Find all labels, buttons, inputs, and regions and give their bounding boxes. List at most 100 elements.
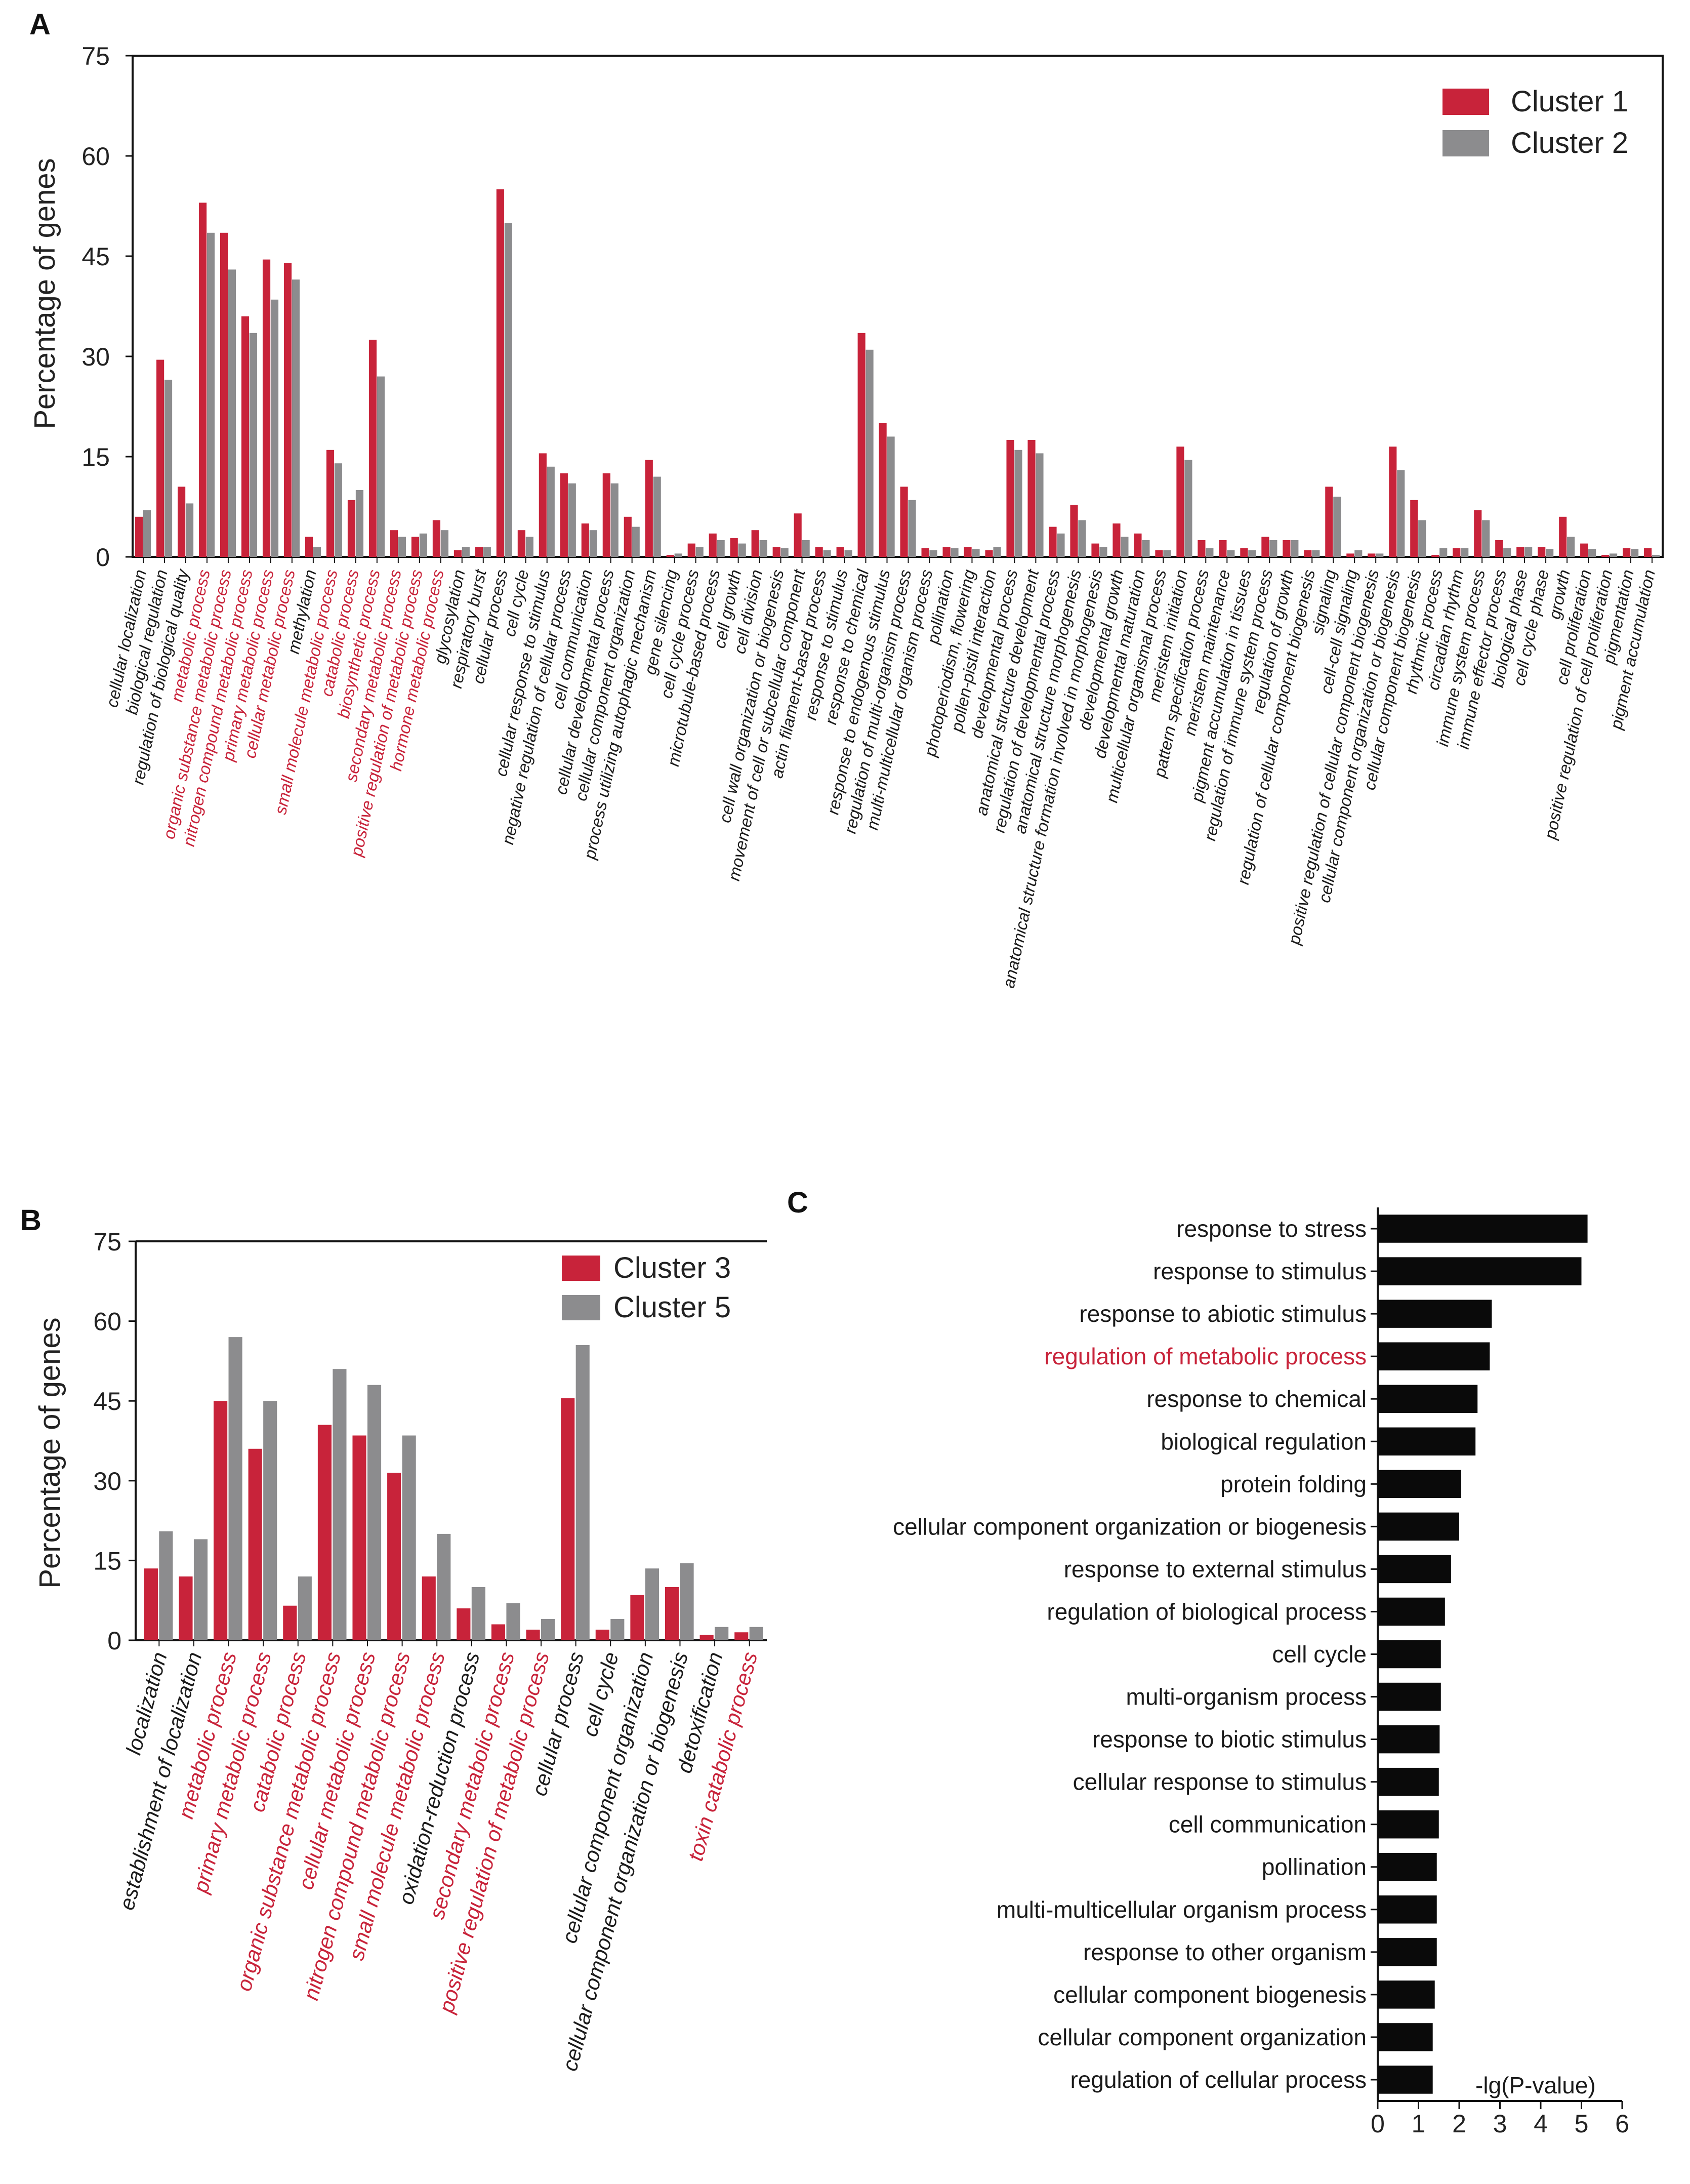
panel-a-bar-cluster1 bbox=[1070, 505, 1078, 557]
panel-b-bar-cluster3 bbox=[144, 1568, 158, 1640]
panel-a-bar-cluster1 bbox=[1049, 527, 1057, 557]
panel-a-bar-cluster2 bbox=[951, 548, 959, 557]
panel-a-bar-cluster1 bbox=[1091, 543, 1099, 557]
panel-a-bar-cluster1 bbox=[560, 473, 568, 557]
panel-b-bar-cluster5 bbox=[541, 1619, 555, 1640]
panel-c-bar bbox=[1378, 2023, 1433, 2051]
panel-a-bar-cluster1 bbox=[645, 460, 653, 557]
panel-a-bar-cluster2 bbox=[525, 537, 533, 557]
panel-b-bar-cluster5 bbox=[575, 1345, 590, 1640]
panel-b-bar-cluster3 bbox=[526, 1629, 540, 1640]
panel-a-bar-cluster1 bbox=[411, 537, 420, 557]
panel-c-x-tick-label: 3 bbox=[1493, 2110, 1507, 2138]
panel-c-bar bbox=[1378, 1555, 1451, 1584]
panel-a-bar-cluster2 bbox=[164, 380, 173, 557]
panel-a-bar-cluster2 bbox=[1206, 548, 1214, 557]
panel-a-bar-cluster1 bbox=[666, 555, 674, 557]
panel-c-category-label: cellular component organization bbox=[1038, 2024, 1367, 2050]
panel-a-bar-cluster1 bbox=[262, 259, 271, 557]
panel-b-legend-swatch bbox=[562, 1295, 600, 1320]
panel-a-bar-cluster2 bbox=[1482, 520, 1490, 557]
panel-a-bar-cluster1 bbox=[347, 500, 356, 557]
panel-b-bar-cluster5 bbox=[506, 1603, 520, 1640]
panel-b-bar-cluster5 bbox=[680, 1563, 694, 1640]
panel-a-bar-cluster2 bbox=[1248, 550, 1256, 557]
panel-a-bar-cluster2 bbox=[695, 547, 704, 557]
panel-a-bar-cluster1 bbox=[1006, 440, 1014, 557]
panel-a-bar-cluster1 bbox=[942, 547, 951, 557]
panel-c-category-label: multi-organism process bbox=[1126, 1684, 1367, 1710]
panel-a-bar-cluster1 bbox=[1495, 540, 1503, 557]
panel-a-bar-cluster1 bbox=[1283, 540, 1291, 557]
panel-b-bar-cluster3 bbox=[457, 1608, 471, 1640]
panel-c-category-label: response to external stimulus bbox=[1064, 1556, 1367, 1582]
panel-c-bar bbox=[1378, 1810, 1439, 1839]
panel-a-bar-cluster2 bbox=[972, 549, 980, 557]
panel-a-bar-cluster1 bbox=[241, 316, 250, 557]
panel-c-x-tick-label: 6 bbox=[1615, 2110, 1629, 2138]
panel-b-y-tick-label: 45 bbox=[93, 1387, 121, 1415]
panel-a-bar-cluster1 bbox=[454, 550, 462, 557]
panel-a-y-tick-label: 30 bbox=[81, 343, 110, 371]
panel-a-bar-cluster2 bbox=[462, 547, 470, 557]
panel-a-bar-cluster2 bbox=[780, 548, 789, 557]
panel-c-x-tick-label: 5 bbox=[1575, 2110, 1589, 2138]
panel-a-bar-cluster2 bbox=[185, 503, 194, 557]
panel-c-category-label: regulation of cellular process bbox=[1070, 2067, 1367, 2093]
panel-a-bar-cluster1 bbox=[178, 487, 186, 557]
panel-c-category-label: regulation of metabolic process bbox=[1044, 1343, 1367, 1369]
panel-a-bar-cluster1 bbox=[1176, 447, 1184, 557]
panel-a-bar-cluster1 bbox=[1198, 540, 1206, 557]
panel-a-bar-cluster1 bbox=[198, 203, 207, 557]
panel-a-bar-cluster1 bbox=[687, 543, 695, 557]
panel-a-bar-cluster1 bbox=[1410, 500, 1418, 557]
panel-a-bar-cluster2 bbox=[1503, 548, 1511, 557]
panel-a-bar-cluster1 bbox=[921, 548, 929, 557]
panel-a-bar-cluster2 bbox=[1376, 553, 1384, 557]
panel-c-bar bbox=[1378, 1853, 1437, 1881]
panel-a-bar-cluster2 bbox=[228, 269, 236, 557]
panel-b-legend-swatch bbox=[562, 1256, 600, 1281]
panel-b-bar-cluster5 bbox=[193, 1539, 208, 1640]
panel-a-bar-cluster1 bbox=[475, 547, 483, 557]
panel-a-bar-cluster1 bbox=[1261, 537, 1269, 557]
panel-b-bar-cluster3 bbox=[352, 1435, 366, 1640]
panel-a-bar-cluster2 bbox=[377, 376, 385, 557]
panel-b-bar-cluster5 bbox=[749, 1627, 763, 1640]
panel-b-y-tick-label: 75 bbox=[93, 1228, 121, 1256]
panel-b-y-tick-label: 0 bbox=[107, 1627, 121, 1655]
panel-a-bar-cluster1 bbox=[1474, 510, 1482, 557]
panel-b-bar-cluster5 bbox=[715, 1627, 729, 1640]
panel-b-bar-cluster5 bbox=[437, 1533, 451, 1640]
panel-a-bar-cluster2 bbox=[398, 537, 406, 557]
panel-a-bar-cluster1 bbox=[730, 538, 738, 557]
panel-a-bar-cluster2 bbox=[1333, 497, 1341, 557]
panel-c-x-tick-label: 0 bbox=[1371, 2110, 1385, 2138]
panel-a-bar-cluster1 bbox=[1346, 553, 1354, 557]
panel-a-bar-cluster2 bbox=[610, 483, 619, 557]
panel-a-bar-cluster2 bbox=[1269, 540, 1277, 557]
panel-a-bar-cluster2 bbox=[1461, 548, 1469, 557]
panel-c-bar bbox=[1378, 1342, 1490, 1370]
panel-a-bar-cluster1 bbox=[1644, 548, 1652, 557]
panel-b-bar-cluster5 bbox=[610, 1619, 625, 1640]
panel-a-bar-cluster2 bbox=[334, 463, 343, 557]
panel-b-bar-cluster3 bbox=[387, 1473, 401, 1640]
panel-a-bar-cluster2 bbox=[270, 299, 279, 557]
panel-a-bar-cluster1 bbox=[1453, 548, 1461, 557]
panel-b-legend-label: Cluster 3 bbox=[613, 1251, 731, 1284]
panel-b-bar-cluster3 bbox=[734, 1632, 749, 1640]
panel-a-y-tick-label: 15 bbox=[81, 443, 110, 471]
panel-c-bar bbox=[1378, 1682, 1441, 1711]
panel-a-bar-cluster1 bbox=[1389, 447, 1397, 557]
panel-a-bar-cluster2 bbox=[1163, 550, 1171, 557]
panel-c-x-tick-label: 2 bbox=[1452, 2110, 1466, 2138]
panel-a-bar-cluster2 bbox=[802, 540, 810, 557]
panel-a-bar-cluster1 bbox=[135, 516, 143, 557]
panel-b-bar-cluster5 bbox=[298, 1576, 312, 1640]
panel-b-bar-cluster5 bbox=[471, 1587, 485, 1640]
panel-c-bar bbox=[1378, 1767, 1439, 1796]
panel-a-bar-cluster2 bbox=[1291, 540, 1299, 557]
